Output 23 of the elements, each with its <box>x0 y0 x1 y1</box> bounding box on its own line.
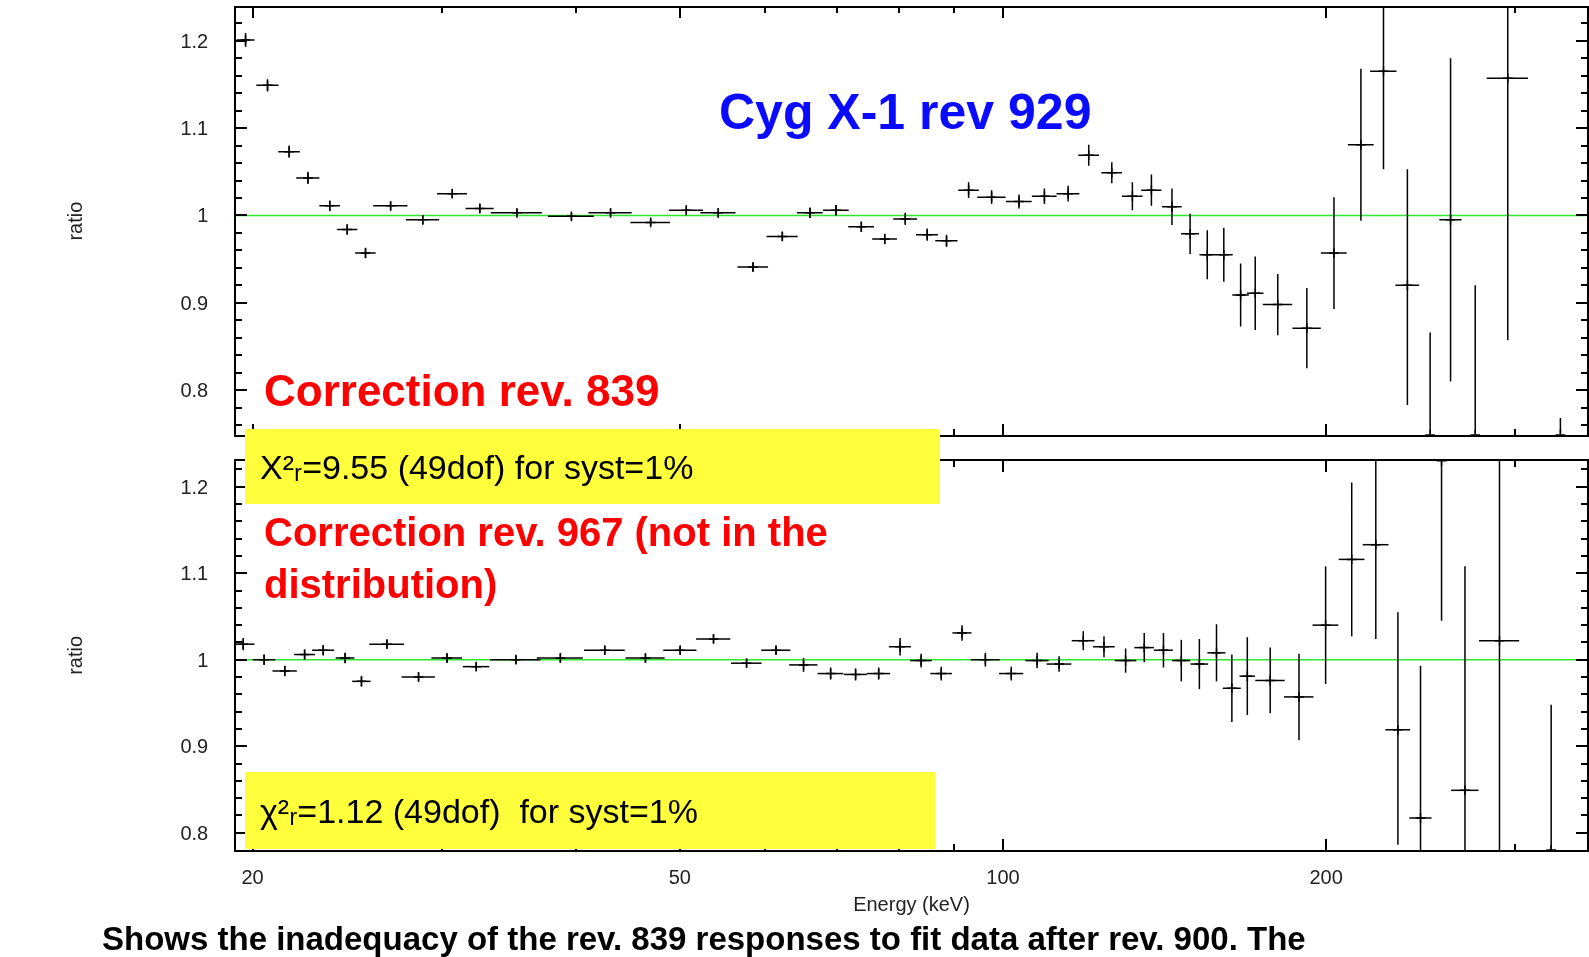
x-axis-title: Energy (keV) <box>853 892 970 915</box>
y-tick-label: 1.2 <box>180 29 209 52</box>
x-tick-label: 20 <box>241 865 264 888</box>
text: Cyg X-1 rev 929 <box>719 84 1092 140</box>
annotation: Correction rev. 839 <box>264 366 660 415</box>
y-tick-label: 0.8 <box>180 379 209 402</box>
x-tick-label: 50 <box>668 865 691 888</box>
y-tick-label: 1.1 <box>180 562 209 585</box>
text: Shows the inadequacy of the rev. 839 responses to fit data after rev. 900. The <box>102 920 1306 957</box>
y-tick-label: 0.9 <box>180 735 209 758</box>
x-tick-label: 100 <box>986 865 1020 888</box>
annotation: Correction rev. 967 (not in the distribution) <box>264 510 828 606</box>
y-axis-title: ratio <box>64 201 87 241</box>
y-tick-label: 1 <box>197 204 209 227</box>
y-tick-label: 1.2 <box>180 475 209 498</box>
y-tick-label: 0.8 <box>180 821 209 844</box>
annotation: X²ᵣ=9.55 (49dof) for syst=1% <box>260 447 694 486</box>
y-tick-label: 0.9 <box>180 291 209 314</box>
annotation: χ²ᵣ=1.12 (49dof) for syst=1% <box>260 791 698 830</box>
y-tick-label: 1 <box>197 648 209 671</box>
y-tick-label: 1.1 <box>180 117 209 140</box>
y-axis-title: ratio <box>64 635 87 675</box>
x-tick-label: 200 <box>1309 865 1343 888</box>
